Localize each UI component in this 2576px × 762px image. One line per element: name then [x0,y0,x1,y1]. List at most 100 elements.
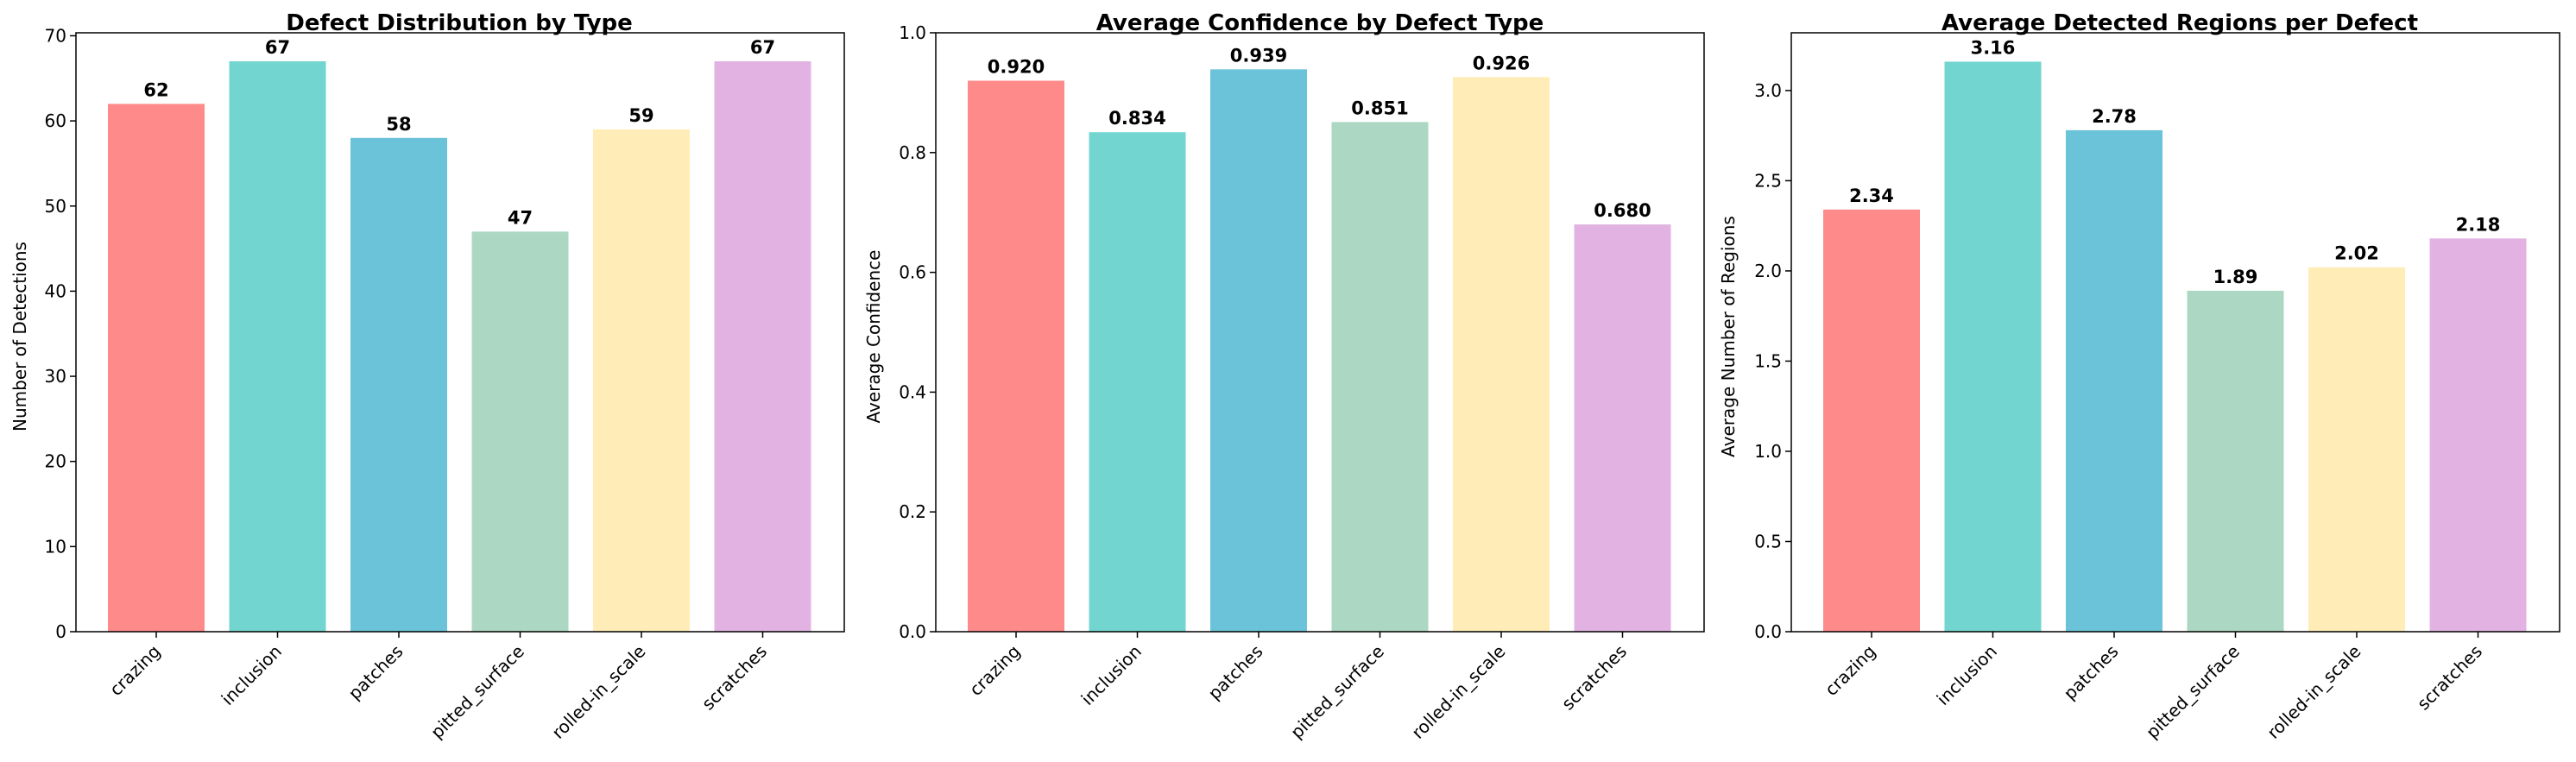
value-label: 47 [508,207,533,228]
y-tick-label: 0.6 [899,262,926,283]
bar-pitted_surface [1331,122,1429,632]
bar-crazing [108,104,205,632]
value-label: 0.834 [1108,108,1165,129]
value-labels-group: 62 67 58 47 59 67 [143,37,775,228]
y-tick-label: 20 [45,451,66,472]
chart-title: Average Detected Regions per Defect [1941,10,2418,36]
y-axis-label: Average Confidence [863,250,884,424]
x-tick-label: patches [1204,641,1267,704]
x-tick-label: crazing [965,641,1025,701]
value-label: 1.89 [2213,267,2258,287]
bar-pitted_surface [2187,290,2284,632]
value-labels-group: 0.920 0.834 0.939 0.851 0.926 0.680 [988,45,1651,221]
bar-patches [2066,129,2162,632]
x-tick-label: pitted_surface [426,641,528,743]
bar-inclusion [1089,132,1186,633]
y-tick-label: 0.8 [899,142,926,163]
value-label: 67 [750,37,775,58]
y-tick-label: 3.0 [1754,80,1782,101]
chart-panel-2: Average Confidence by Defect Type Averag… [863,10,1705,743]
bar-scratches [2429,238,2527,632]
y-axis-label: Number of Detections [9,242,30,431]
y-tick-label: 30 [45,366,66,387]
y-ticks-group: 0.0 0.2 0.4 0.6 0.8 1.0 [899,22,936,642]
y-tick-label: 1.0 [1754,441,1782,462]
value-label: 67 [265,37,290,58]
x-ticks-group: crazing inclusion patches pitted_surface rol… [105,632,771,743]
y-ticks-group: 0 10 20 30 40 50 60 70 [45,25,76,642]
plot-frame [1790,32,2560,633]
y-tick-label: 0.0 [1754,621,1782,642]
y-tick-label: 0.2 [899,501,926,522]
chart-panel-3: Average Detected Regions per Defect Aver… [1718,10,2560,743]
y-tick-label: 2.0 [1754,261,1782,281]
x-tick-label: patches [344,641,407,704]
bar-pitted_surface [471,231,569,632]
value-label: 59 [628,105,653,126]
x-tick-label: crazing [1821,641,1880,701]
value-label: 0.851 [1351,98,1408,118]
plot-frame [935,32,1705,633]
value-label: 2.18 [2456,214,2501,235]
value-label: 2.02 [2334,243,2379,264]
y-tick-label: 0.4 [899,381,926,402]
x-tick-label: inclusion [1077,641,1146,709]
value-label: 2.34 [1849,186,1894,206]
y-tick-label: 60 [45,110,66,131]
value-label: 0.680 [1594,200,1651,221]
plot-frame [75,32,845,633]
y-tick-label: 70 [45,25,66,46]
bars-group [1823,61,2527,633]
y-tick-label: 0.5 [1754,531,1782,551]
y-axis-label: Average Number of Regions [1718,216,1739,457]
x-tick-label: scratches [1557,641,1631,715]
y-tick-label: 40 [45,280,66,301]
bar-rolled-in_scale [2308,267,2405,632]
value-label: 0.939 [1230,45,1287,66]
value-labels-group: 2.34 3.16 2.78 1.89 2.02 2.18 [1849,37,2500,287]
x-ticks-group: crazing inclusion patches pitted_surface rol… [965,632,1631,743]
y-tick-label: 1.0 [899,22,926,43]
chart-title: Defect Distribution by Type [286,10,633,36]
bar-patches [1210,69,1307,633]
x-tick-label: inclusion [1933,641,2001,709]
bar-patches [350,137,447,632]
x-tick-label: patches [2060,641,2123,704]
bars-group [968,69,1671,633]
x-tick-label: crazing [105,641,165,701]
value-label: 0.920 [988,57,1045,78]
x-tick-label: rolled-in_scale [1407,641,1509,743]
x-tick-label: rolled-in_scale [547,641,649,743]
value-label: 58 [386,114,411,135]
y-tick-label: 0 [55,621,66,642]
x-tick-label: pitted_surface [2142,641,2244,743]
bar-crazing [968,80,1064,632]
x-tick-label: scratches [2413,641,2486,715]
chart-panel-1: Defect Distribution by Type Number of De… [9,10,845,743]
bar-scratches [1574,224,1671,632]
bars-group [108,61,811,633]
x-ticks-group: crazing inclusion patches pitted_surface rol… [1821,632,2486,743]
bar-scratches [714,61,811,633]
y-ticks-group: 0.0 0.5 1.0 1.5 2.0 2.5 3.0 [1754,80,1791,642]
bar-inclusion [1944,61,2042,632]
x-tick-label: rolled-in_scale [2263,641,2364,743]
value-label: 2.78 [2092,106,2137,127]
value-label: 62 [143,79,168,100]
bar-inclusion [229,61,326,633]
x-tick-label: pitted_surface [1286,641,1388,743]
y-tick-label: 0.0 [899,621,926,642]
bar-crazing [1823,209,1920,633]
chart-title: Average Confidence by Defect Type [1096,10,1544,36]
bar-rolled-in_scale [1453,77,1550,632]
y-tick-label: 10 [45,536,66,557]
value-label: 0.926 [1473,53,1530,73]
y-tick-label: 50 [45,196,66,217]
x-tick-label: scratches [698,641,771,715]
bar-rolled-in_scale [593,129,690,633]
y-tick-label: 2.5 [1754,170,1782,191]
value-label: 3.16 [1971,37,2016,58]
y-tick-label: 1.5 [1754,350,1782,371]
x-tick-label: inclusion [218,641,286,709]
